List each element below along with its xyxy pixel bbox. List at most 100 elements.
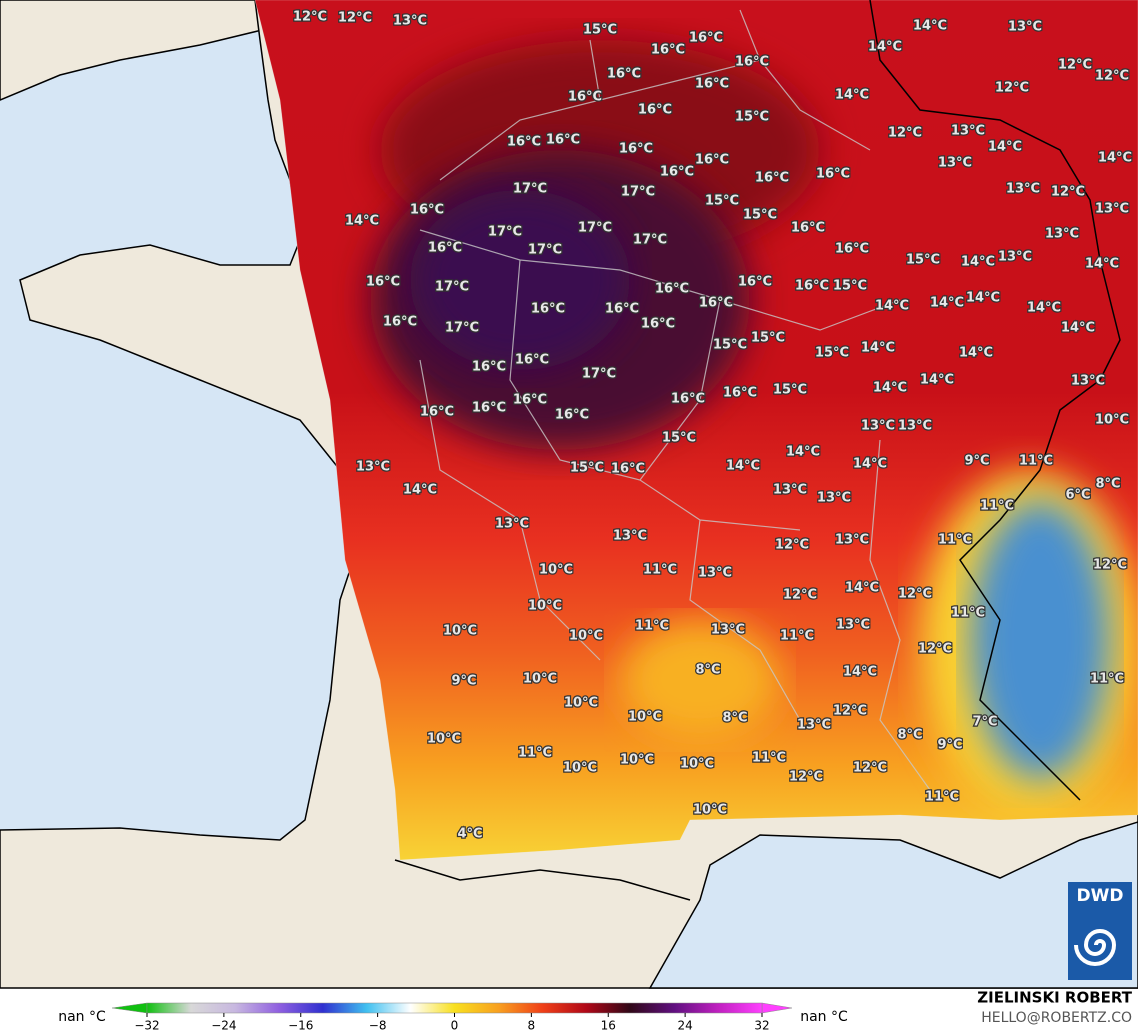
temperature-label: 11°C: [643, 563, 677, 578]
temperature-label: 14°C: [920, 373, 954, 388]
colorbar-tick-label: 32: [754, 1019, 769, 1033]
temperature-label: 16°C: [555, 408, 589, 423]
temperature-label: 17°C: [621, 185, 655, 200]
temperature-label: 17°C: [445, 321, 479, 336]
temperature-label: 14°C: [1085, 257, 1119, 272]
temperature-label: 14°C: [843, 665, 877, 680]
temperature-label: 12°C: [775, 538, 809, 553]
temperature-label: 10°C: [523, 672, 557, 687]
temperature-label: 16°C: [420, 405, 454, 420]
country-borders: [394, 0, 1121, 901]
temperature-label: 16°C: [568, 90, 602, 105]
colorbar-extend-high: [761, 1002, 793, 1014]
temperature-label: 10°C: [628, 710, 662, 725]
colorbar-tick-label: 16: [601, 1019, 616, 1033]
region-borders: [419, 9, 931, 791]
temperature-label: 10°C: [569, 629, 603, 644]
temperature-label: 13°C: [613, 529, 647, 544]
temperature-label: 12°C: [1093, 558, 1127, 573]
temperature-label: 16°C: [383, 315, 417, 330]
temperature-label: 11°C: [951, 606, 985, 621]
temperature-label: 13°C: [1045, 227, 1079, 242]
temperature-label: 8°C: [897, 728, 922, 743]
colorbar-tick-label: −16: [288, 1019, 313, 1033]
colorbar: −32 −24 −16 −8 0 8 16 24 32: [111, 1002, 793, 1033]
temperature-label: 10°C: [443, 624, 477, 639]
temperature-label: 13°C: [495, 517, 529, 532]
temperature-label: 13°C: [861, 419, 895, 434]
temperature-label: 11°C: [938, 533, 972, 548]
temperature-label: 17°C: [435, 280, 469, 295]
temperature-label: 17°C: [633, 233, 667, 248]
temperature-label: 14°C: [861, 341, 895, 356]
colorbar-tick-label: −32: [134, 1019, 159, 1033]
temperature-label: 10°C: [564, 696, 598, 711]
credit-name: ZIELINSKI ROBERT: [977, 989, 1132, 1007]
temperature-label: 14°C: [966, 291, 1000, 306]
temperature-label: 14°C: [959, 346, 993, 361]
temperature-label: 16°C: [531, 302, 565, 317]
temperature-label: 15°C: [815, 346, 849, 361]
temperature-label: 16°C: [723, 386, 757, 401]
temperature-label: 15°C: [735, 110, 769, 125]
temperature-label: 10°C: [528, 599, 562, 614]
temperature-label: 13°C: [836, 618, 870, 633]
temperature-label: 11°C: [1019, 454, 1053, 469]
temperature-label: 16°C: [507, 135, 541, 150]
temperature-label: 12°C: [789, 770, 823, 785]
temperature-label: 16°C: [671, 392, 705, 407]
colorbar-tick-label: −24: [211, 1019, 236, 1033]
temperature-label: 11°C: [1090, 672, 1124, 687]
temperature-label: 14°C: [403, 483, 437, 498]
temperature-label: 16°C: [695, 77, 729, 92]
temperature-label: 14°C: [930, 296, 964, 311]
temperature-label: 15°C: [833, 279, 867, 294]
temperature-label: 14°C: [1061, 321, 1095, 336]
map: 12°C 12°C 13°C15°C16°C16°C16°C14°C 13°C14°C…: [0, 0, 1138, 989]
temperature-label: 10°C: [620, 753, 654, 768]
temperature-label: 15°C: [773, 383, 807, 398]
temperature-field: [255, 0, 1138, 860]
temperature-label: 15°C: [570, 461, 604, 476]
temperature-label: 15°C: [751, 331, 785, 346]
temperature-label: 13°C: [951, 124, 985, 139]
temperature-label: 14°C: [988, 140, 1022, 155]
temperature-label: 16°C: [619, 142, 653, 157]
colorbar-extend-low: [111, 1002, 148, 1014]
temperature-label: 14°C: [853, 457, 887, 472]
temperature-label: 12°C: [833, 704, 867, 719]
temperature-label: 13°C: [1095, 202, 1129, 217]
temperature-label: 14°C: [873, 381, 907, 396]
temperature-label: 10°C: [680, 757, 714, 772]
temperature-label: 11°C: [635, 619, 669, 634]
temperature-label: 13°C: [1008, 20, 1042, 35]
temperature-label: 16°C: [546, 133, 580, 148]
temperature-label: 12°C: [338, 11, 372, 26]
temperature-label: 17°C: [528, 243, 562, 258]
temperature-label: 13°C: [1071, 374, 1105, 389]
temperature-label: 16°C: [638, 103, 672, 118]
temperature-label: 13°C: [711, 623, 745, 638]
temperature-label: 16°C: [515, 353, 549, 368]
temperature-label: 14°C: [875, 299, 909, 314]
colorbar-bar: [146, 1002, 763, 1014]
temperature-label: 13°C: [835, 533, 869, 548]
temperature-label: 14°C: [726, 459, 760, 474]
temperature-label: 16°C: [755, 171, 789, 186]
temperature-label: 11°C: [925, 790, 959, 805]
logo-text: DWD: [1077, 886, 1124, 906]
temperature-label: 14°C: [786, 445, 820, 460]
temperature-label: 16°C: [607, 67, 641, 82]
temperature-label: 12°C: [783, 588, 817, 603]
temperature-label: 10°C: [693, 803, 727, 818]
temperature-label: 13°C: [797, 718, 831, 733]
colorbar-tick-label: −8: [369, 1019, 387, 1033]
temperature-label: 12°C: [1095, 69, 1129, 84]
temperature-label: 17°C: [582, 367, 616, 382]
temperature-label: 17°C: [488, 225, 522, 240]
temperature-label: 14°C: [913, 19, 947, 34]
temperature-label: 16°C: [605, 302, 639, 317]
temperature-label: 10°C: [1095, 413, 1129, 428]
temperature-label: 16°C: [791, 221, 825, 236]
